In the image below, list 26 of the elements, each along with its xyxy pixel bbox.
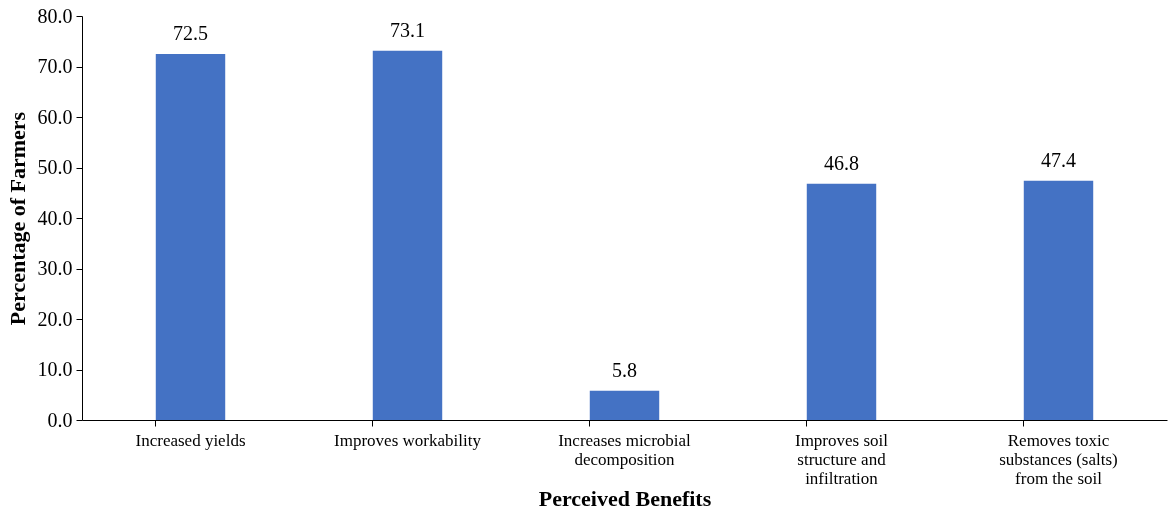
y-tick-label: 0.0 <box>47 408 73 431</box>
x-tick-label: Removes toxic substances (salts) from the soil <box>999 430 1118 488</box>
y-tick-label: 10.0 <box>37 358 73 380</box>
x-tick-label: Improves workability <box>334 430 482 450</box>
y-axis-title: Percentage of Farmers <box>4 111 30 326</box>
y-tick-label: 60.0 <box>37 105 73 128</box>
bar <box>372 50 443 420</box>
data-label: 73.1 <box>390 18 425 41</box>
x-tick-label: Improves soil structure and infiltration <box>794 430 889 488</box>
x-axis-title: Perceived Benefits <box>538 485 712 511</box>
y-tick-label: 80.0 <box>37 4 73 27</box>
data-label: 47.4 <box>1041 148 1076 171</box>
y-tick-label: 30.0 <box>37 257 73 279</box>
data-label: 72.5 <box>173 21 208 44</box>
y-tick-label: 20.0 <box>37 307 73 330</box>
y-tick-label: 70.0 <box>37 55 73 77</box>
bar <box>155 53 226 420</box>
bar <box>589 390 660 420</box>
data-label: 46.8 <box>824 151 859 174</box>
bar <box>806 183 877 420</box>
bar <box>1023 180 1094 420</box>
data-label: 5.8 <box>612 358 637 381</box>
y-tick-label: 50.0 <box>37 156 73 178</box>
x-tick-label: Increased yields <box>135 430 246 450</box>
x-tick-label: Increases microbial decomposition <box>558 430 692 469</box>
y-tick-label: 40.0 <box>37 206 73 229</box>
